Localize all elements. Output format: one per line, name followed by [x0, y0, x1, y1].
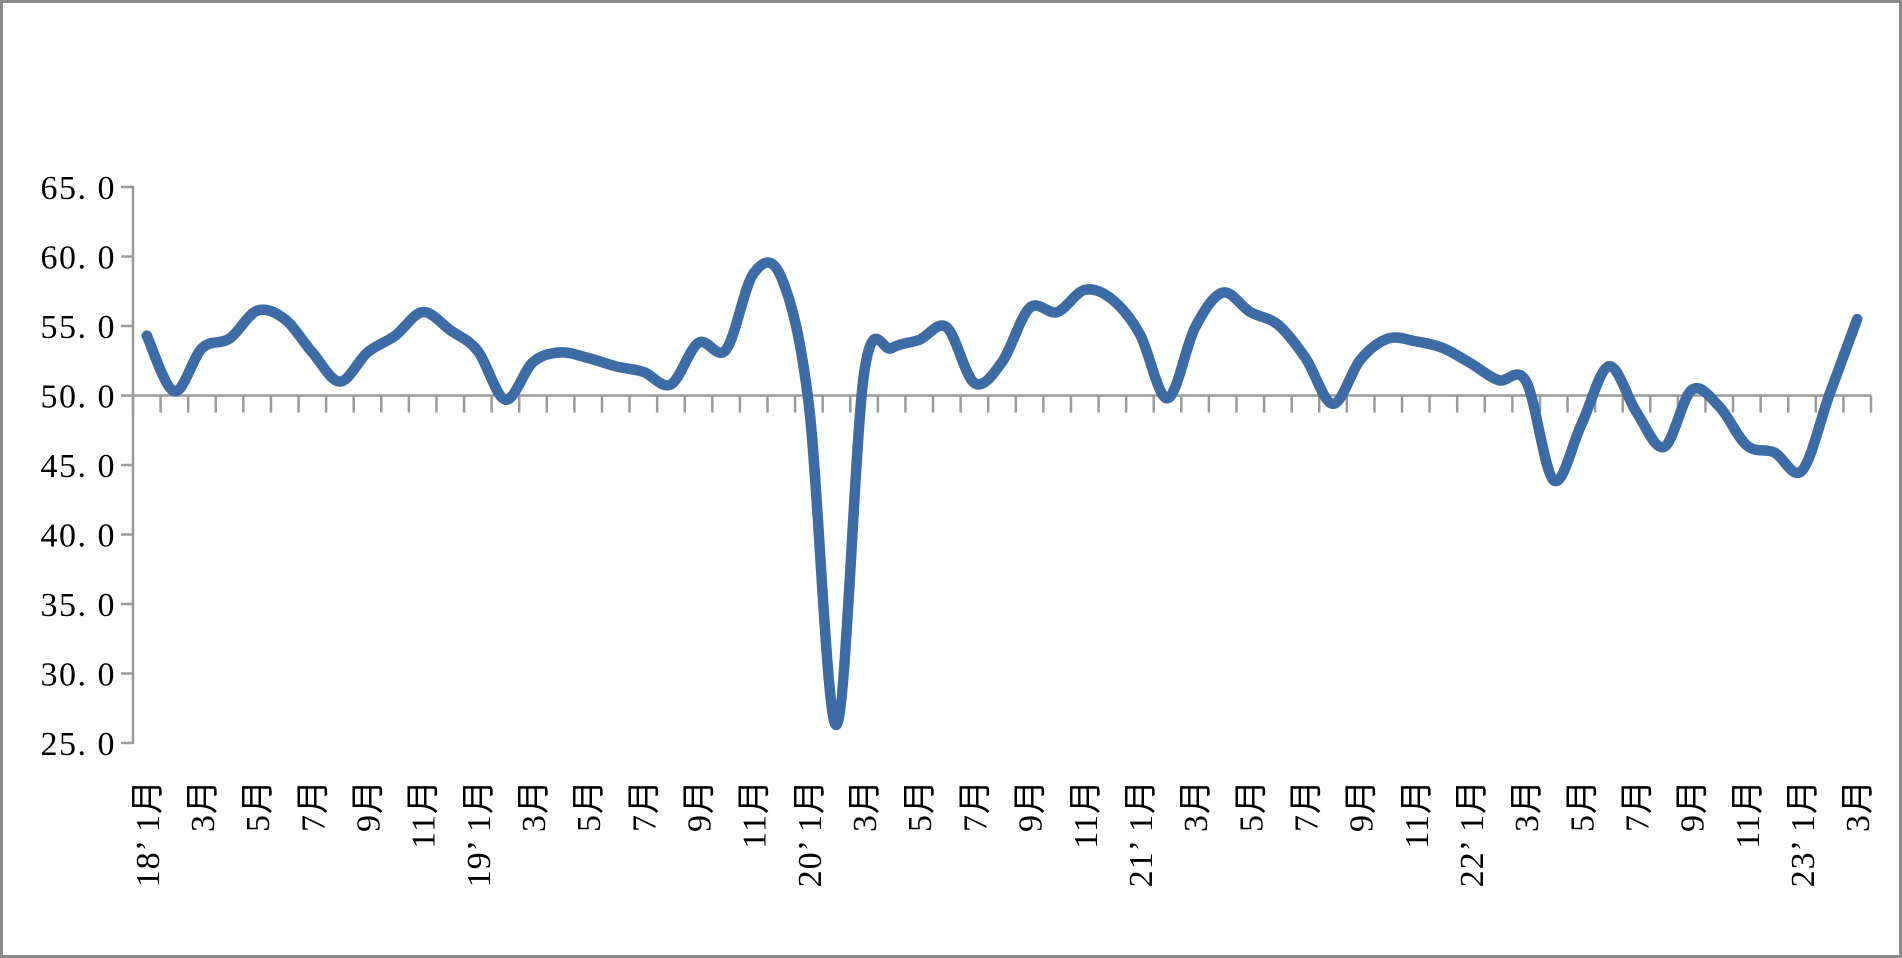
x-axis-label: 11月: [406, 779, 443, 849]
x-axis-label: 7月: [626, 779, 663, 832]
x-axis-label: 3月: [516, 779, 553, 832]
x-axis-label: 9月: [1344, 779, 1381, 832]
x-axis-label: 3月: [847, 779, 884, 832]
x-axis-label: 5月: [1564, 779, 1601, 832]
x-axis-label: 21’ 1月: [1123, 779, 1160, 887]
x-axis-label: 3月: [185, 779, 222, 832]
x-axis-label: 11月: [1068, 779, 1105, 849]
x-axis-label: 3月: [1178, 779, 1215, 832]
x-axis-label: 7月: [1620, 779, 1657, 832]
y-axis-label: 65. 0: [41, 170, 117, 207]
y-axis-label: 55. 0: [41, 309, 117, 346]
x-axis-label: 3月: [1509, 779, 1546, 832]
x-axis-label: 18’ 1月: [130, 779, 167, 887]
x-axis-label: 5月: [902, 779, 939, 832]
x-axis-label: 11月: [1730, 779, 1767, 849]
x-axis-label: 7月: [295, 779, 332, 832]
x-axis-label: 5月: [240, 779, 277, 832]
series-line: [141, 257, 1863, 731]
x-axis-label: 7月: [957, 779, 994, 832]
x-axis-label: 5月: [1233, 779, 1270, 832]
x-axis-label: 5月: [571, 779, 608, 832]
x-axis-label: 20’ 1月: [792, 779, 829, 887]
x-axis-label: 22’ 1月: [1454, 779, 1491, 887]
x-axis-label: 9月: [350, 779, 387, 832]
x-axis-label: 9月: [1013, 779, 1050, 832]
x-axis-label: 11月: [1399, 779, 1436, 849]
y-axis-label: 30. 0: [41, 657, 117, 694]
x-axis-label: 9月: [1675, 779, 1712, 832]
line-chart: 65. 0 60. 0 55. 0 50. 0 45. 0 40. 0 35. 0 30. 0…: [41, 170, 1878, 887]
y-axis-label: 25. 0: [41, 726, 117, 763]
x-axis-label: 19’ 1月: [461, 779, 498, 887]
y-axis-label: 45. 0: [41, 448, 117, 485]
y-axis-label: 60. 0: [41, 240, 117, 277]
y-axis-label: 40. 0: [41, 518, 117, 555]
x-axis-label: 3月: [1840, 779, 1877, 832]
x-axis-label: 7月: [1288, 779, 1325, 832]
x-axis-label: 11月: [737, 779, 774, 849]
x-axis-label: 23’ 1月: [1785, 779, 1822, 887]
y-axis-label: 35. 0: [41, 587, 117, 624]
y-axis-label: 50. 0: [41, 379, 117, 416]
x-axis-label: 9月: [682, 779, 719, 832]
